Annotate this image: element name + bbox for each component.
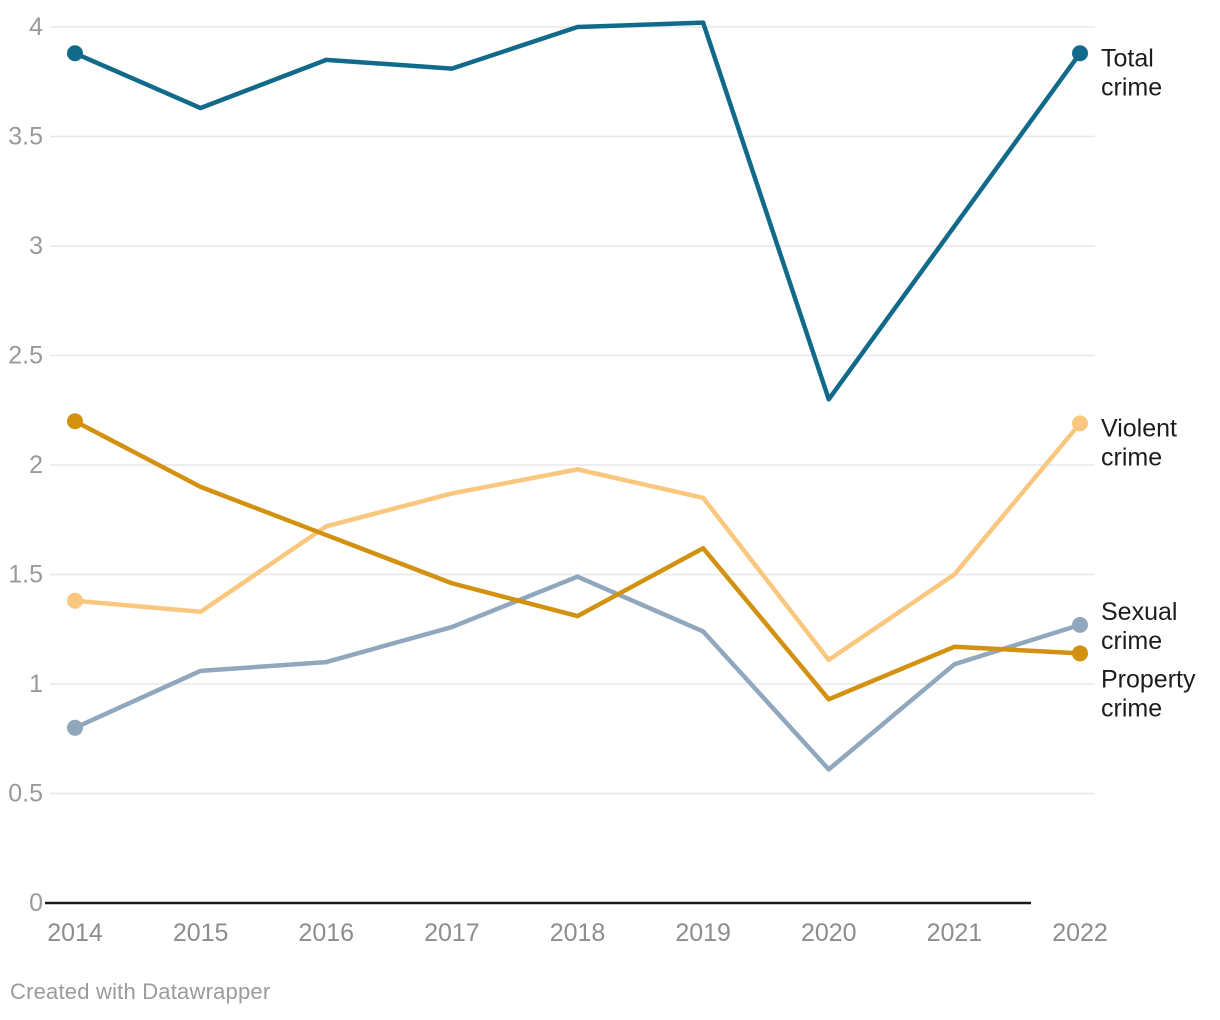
x-tick-label: 2022 [1052, 919, 1108, 947]
x-tick-label: 2020 [801, 919, 857, 947]
x-tick-label: 2018 [550, 919, 606, 947]
series-label-total-crime: Total [1101, 44, 1154, 72]
series-label-violent-crime: Violent [1101, 414, 1177, 442]
series-label-violent-crime: crime [1101, 443, 1162, 471]
y-tick-label: 3.5 [8, 123, 43, 151]
y-tick-label: 4 [29, 13, 43, 41]
endpoint-dot-violent-crime [1072, 415, 1088, 432]
y-tick-label: 0 [29, 889, 43, 917]
x-tick-label: 2015 [173, 919, 229, 947]
y-tick-label: 2 [29, 451, 43, 479]
y-tick-label: 0.5 [8, 780, 43, 808]
endpoint-dot-sexual-crime [67, 719, 83, 736]
y-tick-label: 2.5 [8, 342, 43, 370]
x-tick-label: 2021 [927, 919, 983, 947]
endpoint-dot-property-crime [67, 413, 83, 430]
x-tick-label: 2014 [47, 919, 103, 947]
y-tick-label: 1.5 [8, 561, 43, 589]
endpoint-dot-sexual-crime [1072, 616, 1088, 633]
series-line-sexual-crime [72, 574, 1083, 772]
datawrapper-attribution: Created with Datawrapper [10, 979, 271, 1004]
series-label-total-crime: crime [1101, 73, 1162, 101]
x-tick-label: 2016 [298, 919, 354, 947]
endpoint-dot-property-crime [1072, 645, 1088, 662]
y-tick-label: 1 [29, 670, 43, 698]
x-tick-label: 2019 [675, 919, 731, 947]
series-label-sexual-crime: crime [1101, 627, 1162, 655]
y-tick-label: 3 [29, 232, 43, 260]
series-label-property-crime: crime [1101, 694, 1162, 722]
series-label-sexual-crime: Sexual [1101, 598, 1177, 626]
series-line-violent-crime [72, 421, 1083, 663]
x-tick-label: 2017 [424, 919, 480, 947]
endpoint-dot-violent-crime [67, 592, 83, 609]
series-label-property-crime: Property [1101, 665, 1196, 693]
endpoint-dot-total-crime [1072, 45, 1088, 62]
series-line-total-crime [72, 20, 1083, 402]
endpoint-dot-total-crime [67, 45, 83, 62]
series-line-property-crime [72, 418, 1083, 702]
